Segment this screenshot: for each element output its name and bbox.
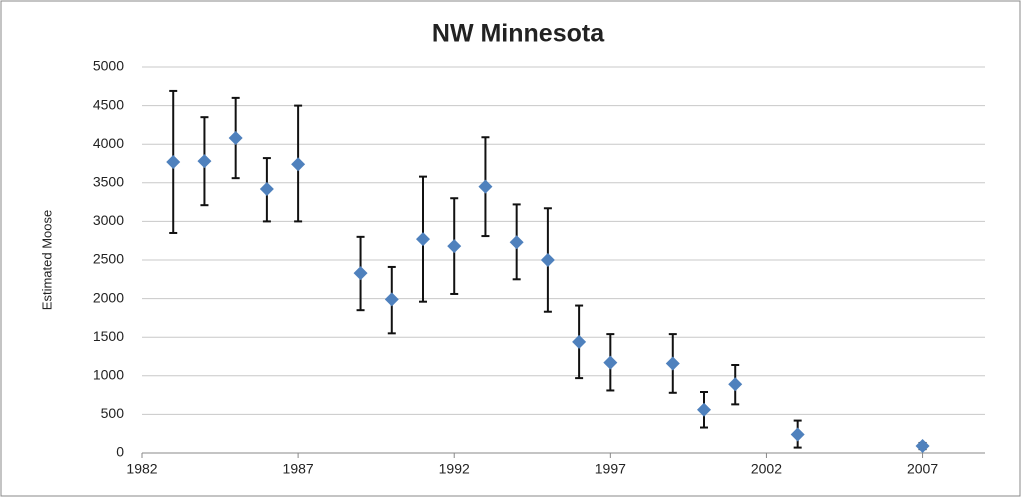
point xyxy=(728,377,743,392)
point xyxy=(353,266,368,281)
point xyxy=(665,356,680,371)
point xyxy=(540,253,555,267)
point xyxy=(259,181,274,196)
point xyxy=(790,427,805,442)
point xyxy=(197,154,212,169)
point xyxy=(603,355,618,370)
point xyxy=(416,232,430,247)
point xyxy=(697,402,711,417)
chart-title: NW Minnesota xyxy=(432,20,605,48)
point xyxy=(166,154,181,169)
point xyxy=(228,131,243,146)
point xyxy=(509,235,524,250)
point xyxy=(291,157,306,172)
x-tick-label: 1992 xyxy=(439,461,470,477)
point xyxy=(915,439,930,454)
y-tick-label: 4500 xyxy=(93,96,124,112)
point xyxy=(447,239,462,254)
y-axis-label: Estimated Moose xyxy=(39,210,54,310)
x-tick-label: 2007 xyxy=(907,461,938,477)
y-tick-label: 2500 xyxy=(93,251,124,267)
point xyxy=(572,334,587,349)
x-tick-label: 1987 xyxy=(283,461,314,477)
y-tick-label: 1000 xyxy=(93,367,124,383)
y-tick-label: 500 xyxy=(101,405,125,421)
y-tick-label: 1500 xyxy=(93,328,124,344)
y-tick-label: 3000 xyxy=(93,212,124,228)
y-tick-label: 5000 xyxy=(93,58,124,74)
point xyxy=(384,292,399,307)
x-tick-label: 1982 xyxy=(126,461,157,477)
point xyxy=(478,179,493,194)
y-tick-label: 2000 xyxy=(93,289,124,305)
y-tick-label: 3500 xyxy=(93,174,124,190)
y-tick-label: 4000 xyxy=(93,135,124,151)
y-tick-label: 0 xyxy=(116,444,124,460)
x-tick-label: 1997 xyxy=(595,461,626,477)
x-tick-label: 2002 xyxy=(751,461,782,477)
